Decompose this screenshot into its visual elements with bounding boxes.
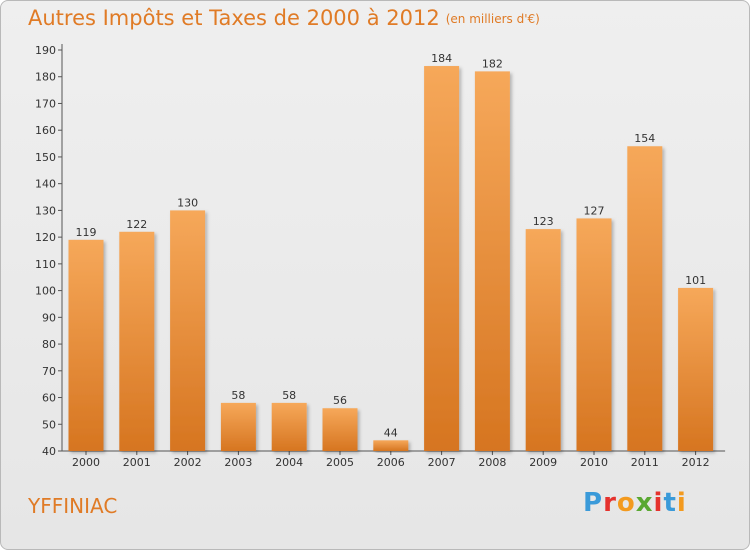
data-label: 130 [177,196,198,209]
x-tick-label: 2012 [682,456,710,469]
bar-2001 [119,231,155,451]
x-tick-label: 2001 [123,456,151,469]
bar-2005 [322,408,358,451]
y-tick-label: 170 [35,97,56,110]
bar-2002 [170,210,206,451]
y-tick-label: 110 [35,258,56,271]
data-label: 119 [76,226,97,239]
bar-2007 [424,66,460,451]
data-label: 123 [533,215,554,228]
x-tick-label: 2011 [631,456,659,469]
y-tick-label: 70 [42,365,56,378]
logo-letter: o [616,488,636,518]
x-tick-label: 2004 [275,456,303,469]
x-tick-label: 2003 [224,456,252,469]
y-tick-label: 90 [42,311,56,324]
bar-2004 [271,402,307,451]
chart-title: Autres Impôts et Taxes de 2000 à 2012 (en… [28,6,540,30]
x-tick-label: 2010 [580,456,608,469]
logo-letter: i [676,488,687,518]
x-tick-label: 2005 [326,456,354,469]
x-tick-label: 2006 [377,456,405,469]
data-label: 44 [384,426,398,439]
bar-2012 [678,287,714,451]
bar-2010 [576,218,612,451]
y-tick-label: 100 [35,285,56,298]
y-tick-label: 190 [35,44,56,57]
data-label: 182 [482,57,503,70]
y-tick-label: 140 [35,178,56,191]
x-tick-label: 2000 [72,456,100,469]
y-tick-label: 40 [42,445,56,458]
data-label: 58 [282,389,296,402]
x-tick-label: 2008 [478,456,506,469]
y-tick-label: 60 [42,392,56,405]
x-tick-label: 2009 [529,456,557,469]
data-label: 122 [126,218,147,231]
bar-2011 [627,146,663,452]
y-tick-label: 80 [42,338,56,351]
data-label: 184 [431,52,452,65]
data-label: 101 [685,274,706,287]
label-layer: 2000 119 2001 122 2002 130 2003 58 2004 58 2005 56 2… [72,52,710,469]
logo-letter: t [663,488,677,518]
data-label: 56 [333,394,347,407]
unit-note: (en milliers d'€) [445,12,540,26]
commune-name: YFFINIAC [28,494,118,518]
data-label: 58 [231,389,245,402]
bar-layer [68,66,714,452]
title-text: Autres Impôts et Taxes de 2000 à 2012 [28,6,440,30]
y-tick-label: 130 [35,204,56,217]
data-label: 154 [634,132,655,145]
data-label: 127 [584,204,605,217]
y-tick-label: 180 [35,71,56,84]
bar-2008 [474,71,510,452]
y-tick-label: 150 [35,151,56,164]
proxiti-logo[interactable]: Proxiti [583,488,687,518]
y-tick-label: 120 [35,231,56,244]
bar-2009 [525,229,561,451]
logo-letter: i [653,488,664,518]
bar-2000 [68,239,104,451]
y-tick-label: 50 [42,418,56,431]
bar-2003 [220,402,256,451]
x-tick-label: 2007 [428,456,456,469]
logo-letter: P [583,488,604,518]
logo-letter: r [603,488,617,518]
bar-2006 [373,440,409,451]
y-tick-label: 160 [35,124,56,137]
x-tick-label: 2002 [174,456,202,469]
logo-letter: x [635,488,654,518]
